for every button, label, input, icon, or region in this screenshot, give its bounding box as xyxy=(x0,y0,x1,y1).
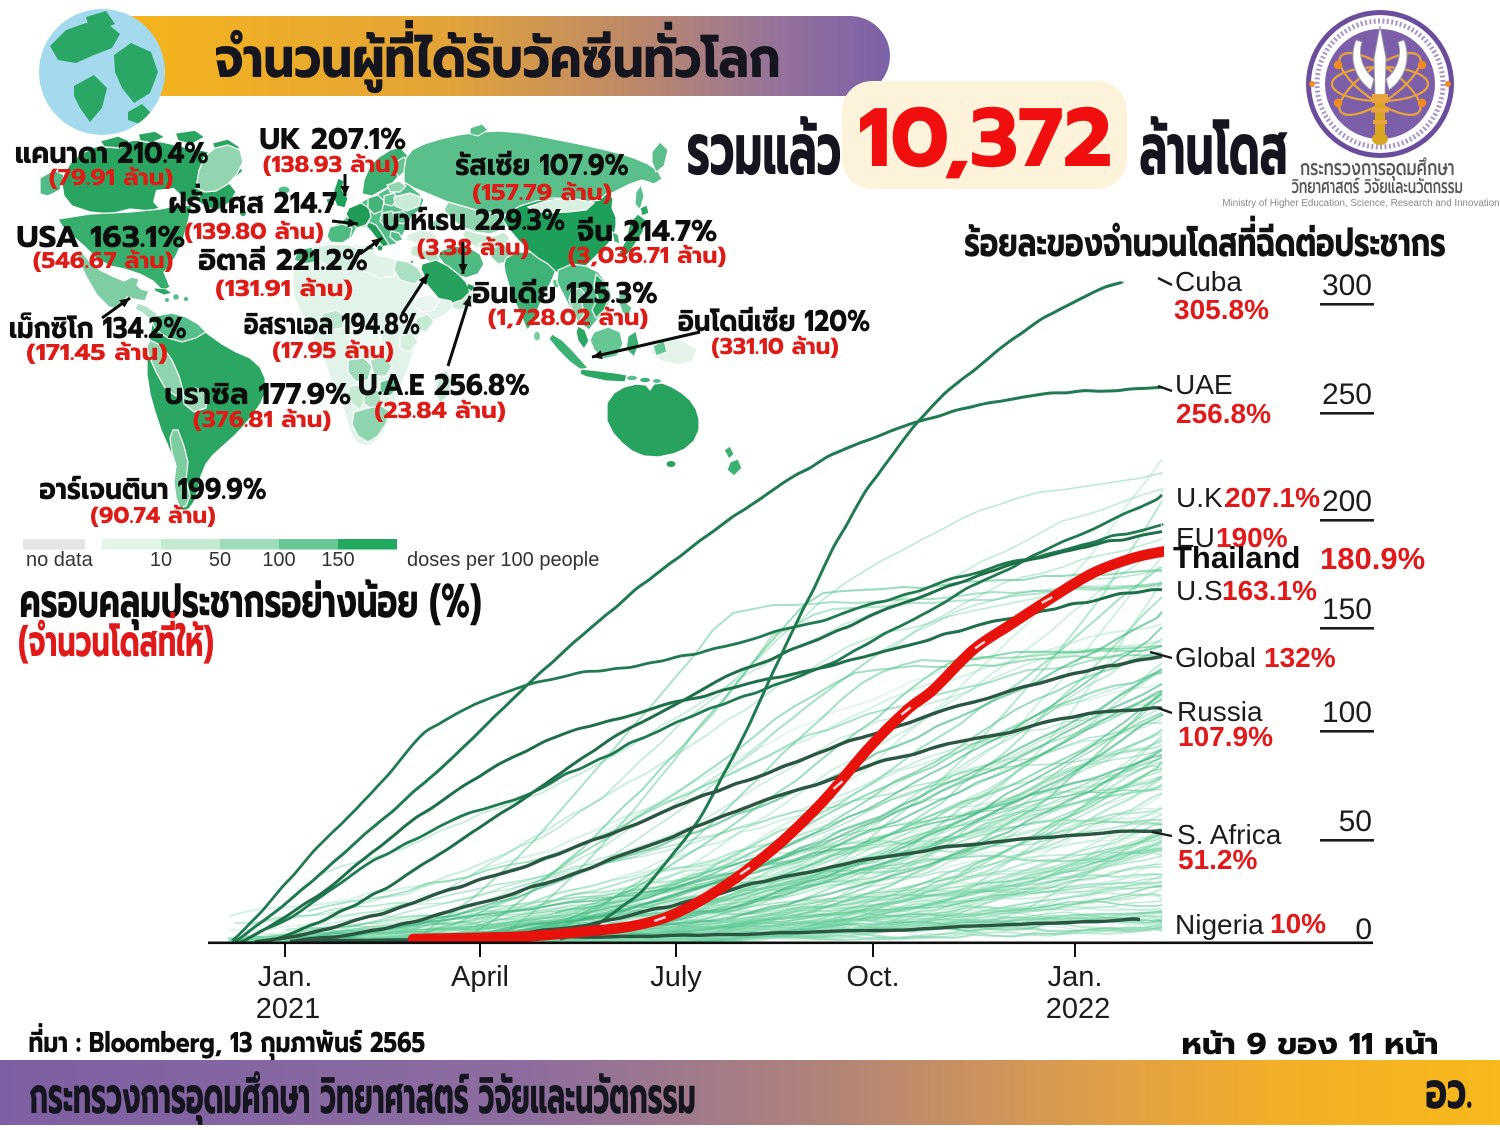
svg-text:Nigeria: Nigeria xyxy=(1175,909,1264,940)
svg-text:10%: 10% xyxy=(1270,908,1326,939)
svg-text:256.8%: 256.8% xyxy=(1176,398,1271,429)
svg-text:100: 100 xyxy=(1322,696,1372,729)
svg-text:100: 100 xyxy=(262,549,295,571)
svg-text:207.1%: 207.1% xyxy=(1225,482,1320,513)
svg-text:200: 200 xyxy=(1322,485,1372,518)
svg-text:50: 50 xyxy=(209,549,231,571)
svg-text:0: 0 xyxy=(1355,913,1372,946)
svg-text:EU: EU xyxy=(1176,522,1215,553)
svg-text:150: 150 xyxy=(1322,593,1372,626)
svg-text:no data: no data xyxy=(26,549,94,571)
svg-text:U.K.: U.K. xyxy=(1176,482,1230,513)
svg-text:50: 50 xyxy=(1339,805,1372,838)
svg-text:U.S.: U.S. xyxy=(1176,575,1230,606)
svg-text:Oct.: Oct. xyxy=(846,961,899,993)
svg-text:doses per 100 people: doses per 100 people xyxy=(407,549,599,571)
svg-text:300: 300 xyxy=(1322,269,1372,302)
svg-text:S. Africa: S. Africa xyxy=(1177,819,1282,850)
svg-text:April: April xyxy=(451,961,509,993)
svg-text:305.8%: 305.8% xyxy=(1174,294,1269,325)
svg-text:2022: 2022 xyxy=(1046,993,1111,1025)
svg-text:51.2%: 51.2% xyxy=(1178,844,1257,875)
svg-text:190%: 190% xyxy=(1216,522,1288,553)
svg-text:10: 10 xyxy=(150,549,172,571)
svg-text:150: 150 xyxy=(321,549,354,571)
svg-text:163.1%: 163.1% xyxy=(1222,575,1317,606)
svg-text:UAE: UAE xyxy=(1175,369,1233,400)
svg-text:Jan.: Jan. xyxy=(258,961,313,993)
svg-text:Russia: Russia xyxy=(1177,696,1263,727)
svg-text:107.9%: 107.9% xyxy=(1178,721,1273,752)
svg-text:250: 250 xyxy=(1322,378,1372,411)
svg-text:2021: 2021 xyxy=(256,993,321,1025)
svg-text:Jan.: Jan. xyxy=(1048,961,1103,993)
svg-text:Global: Global xyxy=(1175,642,1256,673)
svg-text:132%: 132% xyxy=(1264,642,1336,673)
svg-text:Ministry of Higher Education,: Ministry of Higher Education, Science, R… xyxy=(1222,198,1499,209)
svg-text:Thailand: Thailand xyxy=(1173,540,1300,575)
svg-text:Cuba: Cuba xyxy=(1175,266,1242,297)
svg-text:July: July xyxy=(650,961,702,993)
svg-text:180.9%: 180.9% xyxy=(1320,541,1425,576)
